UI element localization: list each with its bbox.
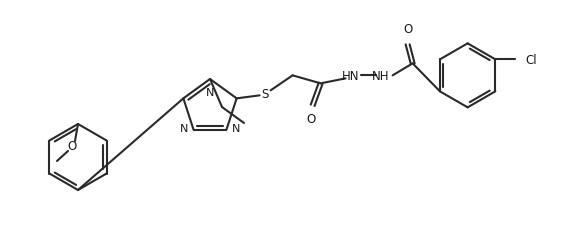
Text: S: S [261,87,268,101]
Text: N: N [180,123,189,133]
Text: N: N [206,88,214,98]
Text: N: N [231,123,240,133]
Text: HN: HN [342,70,359,82]
Text: O: O [403,23,412,36]
Text: Cl: Cl [526,54,537,67]
Text: NH: NH [372,70,389,82]
Text: O: O [67,140,76,153]
Text: O: O [306,113,315,126]
